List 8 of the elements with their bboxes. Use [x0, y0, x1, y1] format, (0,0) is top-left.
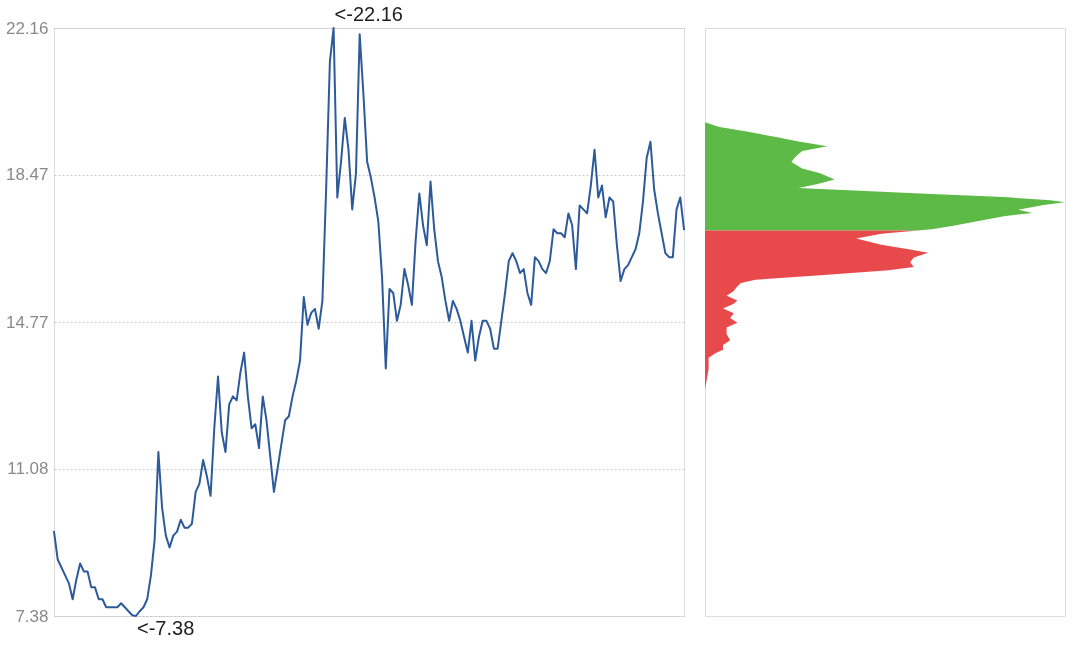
y-tick-label: 22.16 — [5, 18, 49, 38]
text: <-7.38 — [137, 617, 195, 639]
y-tick-label: 11.08 — [7, 459, 49, 479]
text: <-22.16 — [334, 3, 403, 25]
line-series — [53, 27, 685, 617]
y-tick-label: 14.77 — [5, 312, 49, 332]
y-tick-label: 7.38 — [15, 606, 49, 626]
y-tick-label: 18.47 — [5, 165, 49, 185]
